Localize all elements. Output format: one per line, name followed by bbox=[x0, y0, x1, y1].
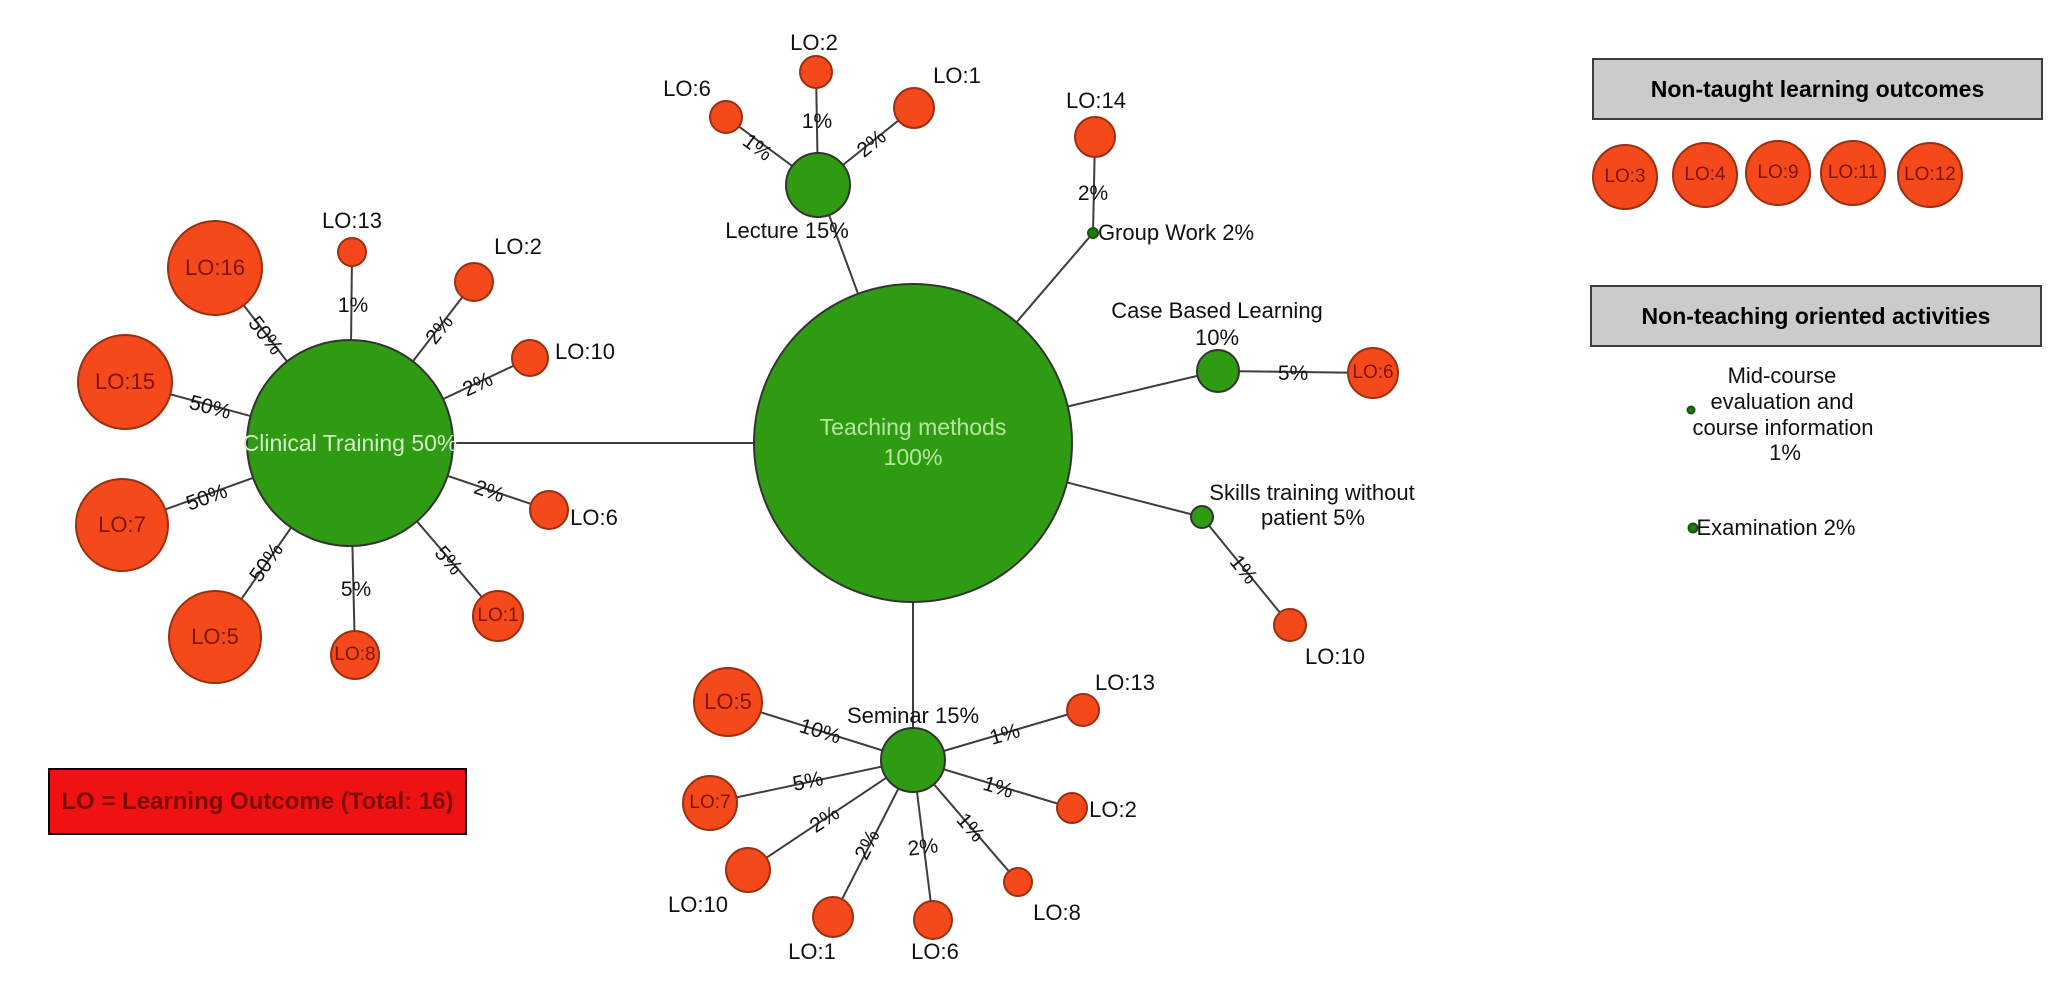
lo7-label: LO:7 bbox=[98, 512, 146, 537]
lo4-label: LO:4 bbox=[1684, 164, 1726, 185]
lo10-node-skills bbox=[1273, 608, 1307, 642]
lo13-label: LO:13 bbox=[322, 208, 382, 233]
lo8-node-clinical: LO:8 bbox=[330, 630, 380, 680]
midcourse-label-line4: 1% bbox=[1769, 440, 1801, 465]
legend-label: LO = Learning Outcome (Total: 16) bbox=[61, 787, 454, 815]
clinical-training-node: Clinical Training 50% bbox=[243, 339, 457, 547]
midcourse-label-line1: Mid-course bbox=[1727, 363, 1837, 388]
lo10-node-seminar bbox=[725, 847, 771, 893]
lo6-label: LO:6 bbox=[1352, 362, 1394, 383]
lo8-label: LO:8 bbox=[334, 644, 376, 665]
lo9-node-nontaught: LO:9 bbox=[1745, 140, 1811, 206]
lo1-label: LO:1 bbox=[788, 939, 836, 964]
non-taught-header: Non-taught learning outcomes bbox=[1592, 58, 2043, 120]
lo6-label: LO:6 bbox=[911, 939, 959, 964]
non-teaching-title: Non-teaching oriented activities bbox=[1641, 302, 1991, 329]
lo8-label: LO:8 bbox=[1033, 900, 1081, 925]
lo10-label: LO:10 bbox=[668, 892, 728, 917]
non-taught-title: Non-taught learning outcomes bbox=[1650, 75, 1985, 102]
lo10-label: LO:10 bbox=[555, 339, 615, 364]
lo1-label: LO:1 bbox=[477, 605, 519, 626]
lo5-node-clinical: LO:5 bbox=[168, 590, 262, 684]
lo7-node-clinical: LO:7 bbox=[75, 478, 169, 572]
lo8-node-seminar bbox=[1003, 867, 1033, 897]
lo6-node-seminar bbox=[913, 900, 953, 940]
midcourse-node bbox=[1686, 405, 1696, 415]
lo2-node-clinical bbox=[454, 262, 494, 302]
lecture-label: Lecture 15% bbox=[725, 218, 849, 243]
lo16-node-clinical: LO:16 bbox=[167, 220, 263, 316]
teaching-methods-node: Teaching methods 100% bbox=[753, 283, 1073, 603]
lo11-label: LO:11 bbox=[1827, 162, 1879, 183]
lo2-label: LO:2 bbox=[790, 30, 838, 55]
lo7-label: LO:7 bbox=[689, 792, 731, 813]
midcourse-label-line2: evaluation and bbox=[1710, 389, 1854, 414]
edge-pct: 2% bbox=[906, 834, 940, 861]
lo10-node-clinical bbox=[511, 339, 549, 377]
lo9-label: LO:9 bbox=[1757, 162, 1799, 183]
lo15-node-clinical: LO:15 bbox=[77, 334, 173, 430]
lo13-node-clinical bbox=[337, 237, 367, 267]
lo14-node-groupwork bbox=[1074, 116, 1116, 158]
case-based-learning-node bbox=[1196, 349, 1240, 393]
lo1-node-seminar bbox=[812, 896, 854, 938]
lo12-label: LO:12 bbox=[1904, 164, 1956, 185]
group-work-node bbox=[1087, 227, 1099, 239]
edge-pct: 5% bbox=[1277, 362, 1309, 385]
lo6-node-lecture bbox=[709, 100, 743, 134]
midcourse-label-line3: course information bbox=[1692, 415, 1874, 440]
teaching-methods-label: Teaching methods 100% bbox=[819, 414, 1007, 470]
legend-box: LO = Learning Outcome (Total: 16) bbox=[48, 768, 467, 835]
skills-training-label-line1: Skills training without bbox=[1209, 480, 1415, 505]
lo15-label: LO:15 bbox=[95, 369, 155, 394]
examination-node bbox=[1687, 522, 1699, 534]
lo2-node-seminar bbox=[1056, 792, 1088, 824]
case-based-learning-pct: 10% bbox=[1194, 325, 1240, 350]
lo3-label: LO:3 bbox=[1604, 166, 1646, 187]
lo1-label: LO:1 bbox=[933, 63, 981, 88]
lo6-node-clinical bbox=[529, 490, 569, 530]
connector-line bbox=[1201, 516, 1291, 626]
lo3-node-nontaught: LO:3 bbox=[1592, 144, 1658, 210]
lecture-node bbox=[785, 152, 851, 218]
non-teaching-header: Non-teaching oriented activities bbox=[1590, 285, 2042, 347]
lo6-label: LO:6 bbox=[663, 76, 711, 101]
lo7-node-seminar: LO:7 bbox=[682, 775, 738, 831]
edge-pct: 1% bbox=[337, 294, 369, 317]
edge-pct: 2% bbox=[1077, 182, 1109, 205]
skills-training-label-line2: patient 5% bbox=[1261, 505, 1365, 530]
lo13-node-seminar bbox=[1066, 693, 1100, 727]
lo13-label: LO:13 bbox=[1095, 670, 1155, 695]
lo5-label: LO:5 bbox=[704, 689, 752, 714]
connector-line bbox=[709, 759, 914, 804]
clinical-training-label: Clinical Training 50% bbox=[242, 429, 458, 456]
lo11-node-nontaught: LO:11 bbox=[1820, 140, 1886, 206]
lo14-label: LO:14 bbox=[1066, 88, 1126, 113]
lo2-label: LO:2 bbox=[1089, 797, 1137, 822]
lo6-node-cbl: LO:6 bbox=[1347, 347, 1399, 399]
edge-pct: 1% bbox=[801, 110, 833, 133]
group-work-label: Group Work 2% bbox=[1097, 220, 1255, 245]
case-based-learning-label: Case Based Learning bbox=[1111, 298, 1323, 323]
lo5-node-seminar: LO:5 bbox=[693, 667, 763, 737]
lo10-label: LO:10 bbox=[1305, 644, 1365, 669]
edge-pct: 5% bbox=[340, 578, 372, 601]
lo2-label: LO:2 bbox=[494, 234, 542, 259]
lo12-node-nontaught: LO:12 bbox=[1897, 142, 1963, 208]
lo6-label: LO:6 bbox=[570, 505, 618, 530]
lo1-node-clinical: LO:1 bbox=[472, 590, 524, 642]
lo4-node-nontaught: LO:4 bbox=[1672, 142, 1738, 208]
examination-label: Examination 2% bbox=[1696, 515, 1856, 540]
lo2-node-lecture bbox=[799, 55, 833, 89]
skills-training-node bbox=[1190, 505, 1214, 529]
lo5-label: LO:5 bbox=[191, 624, 239, 649]
seminar-node bbox=[880, 727, 946, 793]
seminar-label: Seminar 15% bbox=[846, 703, 980, 728]
lo1-node-lecture bbox=[893, 87, 935, 129]
lo16-label: LO:16 bbox=[185, 255, 245, 280]
